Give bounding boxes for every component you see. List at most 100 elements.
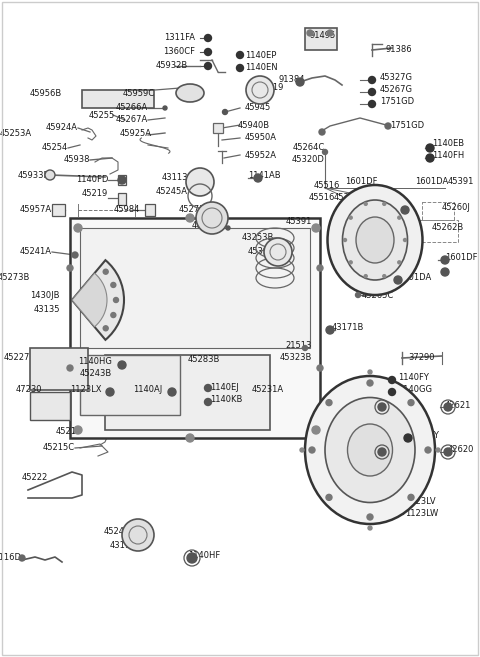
Circle shape [404, 238, 407, 242]
Circle shape [196, 202, 228, 234]
Text: 45215C: 45215C [43, 443, 75, 453]
Circle shape [187, 553, 197, 563]
Circle shape [441, 268, 449, 276]
Text: 45391: 45391 [248, 248, 275, 256]
Circle shape [302, 346, 308, 350]
Circle shape [223, 110, 228, 114]
Text: 1140AJ: 1140AJ [133, 386, 162, 394]
Text: 45273B: 45273B [0, 273, 30, 283]
Text: 45950A: 45950A [245, 133, 277, 143]
Text: 45940B: 45940B [238, 120, 270, 129]
Circle shape [186, 434, 194, 442]
Bar [213, 123, 223, 133]
Text: 1123LX: 1123LX [71, 386, 102, 394]
Text: 1751GD: 1751GD [380, 97, 414, 106]
Text: 1141AB: 1141AB [248, 171, 281, 179]
Circle shape [226, 226, 230, 230]
Circle shape [163, 106, 167, 110]
Text: 45283B: 45283B [188, 355, 220, 365]
Text: 43116D: 43116D [0, 553, 22, 562]
Circle shape [408, 494, 414, 501]
Bar [118, 175, 126, 185]
Circle shape [426, 144, 434, 152]
Circle shape [103, 269, 108, 274]
Wedge shape [72, 273, 107, 327]
Circle shape [72, 252, 78, 258]
Text: 1140EJ: 1140EJ [210, 382, 239, 392]
Text: 1360CF: 1360CF [163, 47, 195, 57]
Ellipse shape [176, 84, 204, 102]
Bar [118, 193, 126, 205]
Circle shape [118, 176, 126, 184]
Text: 1140GG: 1140GG [398, 386, 432, 394]
Text: 45322: 45322 [334, 193, 360, 202]
Text: 45516: 45516 [313, 181, 340, 189]
Text: 1140FH: 1140FH [432, 150, 464, 160]
Text: 45219: 45219 [82, 189, 108, 198]
Text: 45217: 45217 [56, 428, 82, 436]
Circle shape [317, 365, 323, 371]
Text: 1311FA: 1311FA [164, 34, 195, 43]
Circle shape [444, 403, 452, 411]
Text: 1601DA: 1601DA [398, 273, 431, 283]
Text: 45271: 45271 [179, 206, 205, 214]
Bar [30, 392, 70, 420]
Text: 1140EP: 1140EP [245, 51, 276, 60]
Text: 45262B: 45262B [432, 223, 464, 233]
Circle shape [344, 238, 347, 242]
Bar [80, 355, 180, 415]
Circle shape [317, 265, 323, 271]
Circle shape [378, 403, 386, 411]
Text: 43119: 43119 [109, 541, 136, 549]
Ellipse shape [356, 217, 394, 263]
Ellipse shape [325, 397, 415, 503]
Circle shape [368, 370, 372, 374]
Circle shape [204, 384, 212, 392]
Text: 1123LV: 1123LV [405, 497, 436, 507]
Text: 45222: 45222 [22, 474, 48, 482]
Text: 45267A: 45267A [116, 116, 148, 124]
Circle shape [237, 64, 243, 72]
Circle shape [383, 275, 386, 278]
Text: 45945: 45945 [245, 104, 271, 112]
Circle shape [378, 448, 386, 456]
Circle shape [401, 206, 409, 214]
Circle shape [436, 448, 440, 452]
Circle shape [398, 261, 401, 264]
Text: 45933B: 45933B [18, 171, 50, 179]
Circle shape [327, 30, 333, 36]
Text: 1140FY: 1140FY [408, 430, 439, 440]
Text: 43253B: 43253B [242, 233, 275, 242]
Text: 45516: 45516 [309, 193, 335, 202]
Circle shape [309, 447, 315, 453]
Ellipse shape [343, 200, 408, 280]
Circle shape [349, 261, 352, 264]
Ellipse shape [305, 376, 435, 524]
Text: 1140KB: 1140KB [210, 396, 242, 405]
Text: 45932B: 45932B [156, 62, 188, 70]
Circle shape [118, 361, 126, 369]
Bar [82, 90, 154, 108]
Text: 91386: 91386 [385, 45, 412, 55]
Text: 1601DF: 1601DF [346, 177, 378, 187]
Bar [52, 204, 65, 216]
Text: 45254: 45254 [42, 143, 68, 152]
Text: 45323B: 45323B [280, 353, 312, 363]
Circle shape [312, 426, 320, 434]
Text: 45391: 45391 [286, 217, 312, 227]
Circle shape [441, 256, 449, 264]
Circle shape [408, 399, 414, 405]
Bar [422, 202, 454, 220]
Text: 45984: 45984 [114, 206, 140, 214]
Text: 91384: 91384 [278, 76, 305, 85]
Ellipse shape [327, 185, 422, 295]
Text: 45938: 45938 [63, 156, 90, 164]
Text: 45227: 45227 [4, 353, 30, 363]
Circle shape [122, 519, 154, 551]
Bar [358, 490, 396, 512]
Bar [70, 218, 320, 438]
Text: 42626: 42626 [359, 445, 385, 455]
Text: 1601DF: 1601DF [445, 254, 478, 263]
Text: 43119: 43119 [258, 83, 284, 93]
Circle shape [111, 283, 116, 288]
